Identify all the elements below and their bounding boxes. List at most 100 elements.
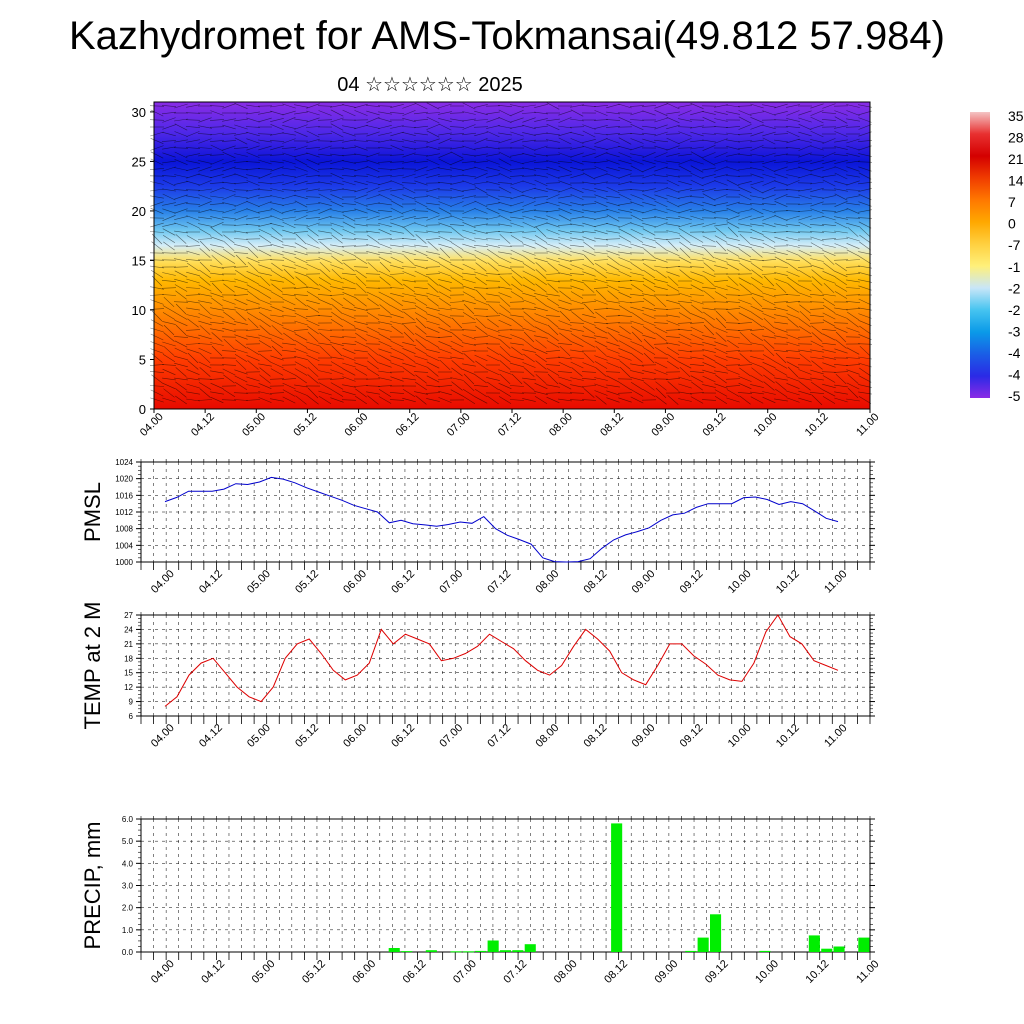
temp-ytick-label: 21 — [124, 640, 133, 649]
colorbar-label: -3 — [1008, 323, 1021, 339]
pmsl-ytick-label: 1000 — [115, 558, 133, 567]
precip-xtick-label: 11.00 — [854, 958, 881, 985]
pmsl-panel: 1000 1004 1008 1012 1016 1020 1024 04.00 04.12 05… — [80, 458, 875, 596]
colorbar-label: 14 — [1008, 173, 1024, 189]
xtick-label-xsec: 05.12 — [291, 411, 319, 439]
precip-ytick-label: 4.0 — [122, 859, 134, 868]
pmsl-series-line — [164, 476, 839, 563]
temp-series-line — [164, 614, 839, 707]
temp-ytick-label: 18 — [124, 654, 133, 663]
colorbar-label: -2 — [1008, 302, 1021, 318]
pmsl-xtick-label: 06.00 — [341, 568, 369, 596]
temp-xtick-label: 09.00 — [630, 722, 658, 750]
ytick-label-xsec: 20 — [132, 204, 146, 219]
temp-ylabel: TEMP at 2 M — [80, 602, 105, 730]
precip-xtick-label: 09.00 — [652, 958, 680, 986]
precip-bar — [833, 946, 845, 952]
colorbar-label: -4 — [1008, 345, 1021, 361]
pmsl-xtick-label: 07.12 — [485, 568, 513, 596]
precip-grid — [141, 819, 870, 952]
pmsl-ylabel: PMSL — [80, 482, 105, 542]
precip-ylabel: PRECIP, mm — [80, 822, 105, 950]
temp-xtick-label: 08.12 — [582, 722, 610, 750]
pmsl-ytick-label: 1012 — [115, 508, 133, 517]
precip-bar — [450, 951, 462, 953]
temp-xtick-label: 07.00 — [437, 722, 465, 750]
xtick-label-xsec: 09.00 — [649, 411, 677, 439]
precip-xtick-label: 06.12 — [401, 958, 429, 986]
precip-bar — [611, 823, 623, 952]
xtick-label-xsec: 07.00 — [445, 411, 473, 439]
temp-xtick-label: 04.00 — [149, 722, 177, 750]
precip-ytick-label: 1.0 — [122, 926, 134, 935]
precip-bar — [710, 914, 722, 952]
colorbar-label: 35 — [1008, 108, 1024, 124]
xtick-label-xsec: 10.12 — [803, 411, 831, 439]
pmsl-xtick-label: 10.00 — [726, 568, 754, 596]
colorbar-label: -7 — [1008, 237, 1021, 253]
precip-ytick-label: 0.0 — [122, 948, 134, 957]
colorbar-label: -2 — [1008, 280, 1021, 296]
pmsl-xtick-label: 05.00 — [245, 568, 273, 596]
precip-xtick-label: 07.12 — [501, 958, 529, 986]
temp-xtick-label: 10.00 — [726, 722, 754, 750]
colorbar-label: 28 — [1008, 130, 1024, 146]
precip-ytick-label: 3.0 — [122, 882, 134, 891]
pmsl-xtick-label: 08.00 — [533, 568, 561, 596]
colorbar-label: -4 — [1008, 366, 1021, 382]
precip-bar — [388, 948, 400, 952]
xtick-label-xsec: 11.00 — [854, 411, 881, 438]
xtick-label-xsec: 10.00 — [752, 411, 780, 439]
pmsl-xtick-label: 10.12 — [774, 568, 802, 596]
pmsl-xtick-label: 08.12 — [582, 568, 610, 596]
precip-ytick-label: 5.0 — [122, 837, 134, 846]
temp-xtick-label: 06.00 — [341, 722, 369, 750]
precip-xtick-label: 04.12 — [199, 958, 227, 986]
precip-xtick-label: 04.00 — [149, 958, 177, 986]
xtick-label-xsec: 08.12 — [598, 411, 626, 439]
precip-bar — [512, 950, 524, 952]
precip-xtick-label: 05.00 — [250, 958, 278, 986]
precip-bar — [821, 948, 833, 952]
temp-ytick-label: 6 — [129, 712, 134, 721]
colorbar-label: -1 — [1008, 259, 1021, 275]
colorbar-label: 0 — [1008, 216, 1016, 232]
temp-xtick-label: 08.00 — [533, 722, 561, 750]
precip-bar — [808, 935, 820, 952]
pmsl-xtick-label: 05.12 — [293, 568, 321, 596]
temp-frame — [140, 614, 871, 717]
pmsl-ytick-label: 1016 — [115, 491, 133, 500]
ytick-label-xsec: 10 — [132, 303, 146, 318]
precip-bar — [524, 944, 536, 952]
precip-xtick-label: 06.00 — [350, 958, 378, 986]
precip-bar — [475, 950, 487, 952]
pmsl-grid — [141, 462, 870, 562]
pmsl-xtick-label: 04.12 — [197, 568, 225, 596]
ytick-label-xsec: 0 — [139, 402, 146, 417]
colorbar-label: -5 — [1008, 388, 1021, 404]
colorbar-label: 7 — [1008, 194, 1016, 210]
temp-xtick-label: 05.12 — [293, 722, 321, 750]
xtick-label-xsec: 08.00 — [547, 411, 575, 439]
temp-grid — [141, 615, 870, 716]
xtick-label-xsec: 04.12 — [189, 411, 217, 439]
precip-bar — [697, 937, 709, 952]
chart-title: Kazhydromet for AMS-Tokmansai(49.812 57.… — [69, 14, 945, 58]
temp-xtick-label: 04.12 — [197, 722, 225, 750]
temp-xtick-label: 07.12 — [485, 722, 513, 750]
pmsl-xtick-label: 09.12 — [678, 568, 706, 596]
temp-ytick-label: 9 — [129, 698, 134, 707]
temp-ytick-label: 12 — [124, 683, 133, 692]
precip-ytick-label: 6.0 — [122, 815, 134, 824]
temp-ytick-label: 27 — [124, 611, 133, 620]
pmsl-ytick-label: 1024 — [115, 458, 133, 467]
temp-xtick-label: 11.00 — [822, 722, 849, 749]
temp-xtick-label: 05.00 — [245, 722, 273, 750]
pmsl-xtick-label: 04.00 — [149, 568, 177, 596]
pmsl-ytick-label: 1020 — [115, 475, 133, 484]
precip-xtick-label: 10.12 — [804, 958, 832, 986]
pmsl-ytick-label: 1008 — [115, 525, 133, 534]
temp-xtick-label: 10.12 — [774, 722, 802, 750]
pmsl-xtick-label: 11.00 — [822, 568, 849, 595]
